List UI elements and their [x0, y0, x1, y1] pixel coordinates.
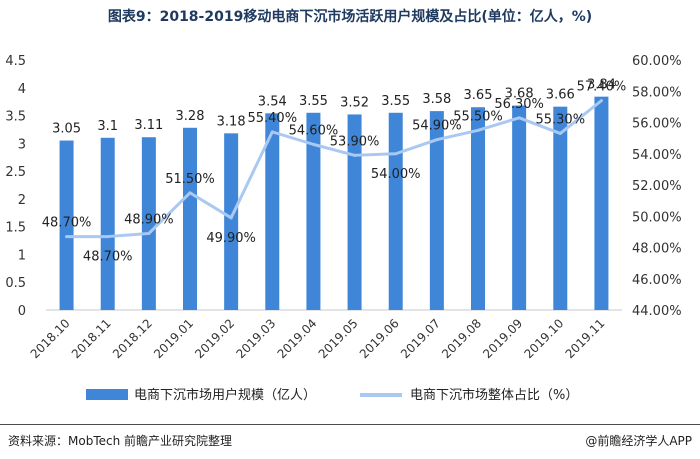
bar-2018.10 [59, 140, 74, 310]
bar-value-label: 3.68 [505, 87, 534, 102]
line-series [66, 99, 603, 239]
line-value-label: 55.30% [535, 112, 585, 127]
legend-swatch-bar [86, 389, 128, 400]
line-value-label: 56.30% [494, 97, 544, 112]
line-value-label: 55.50% [453, 109, 503, 124]
y-left-tick-label: 3 [18, 137, 26, 152]
line-value-label: 48.70% [42, 216, 92, 231]
bar-2019.01 [183, 127, 197, 311]
y-right-tick-label: 46.00% [632, 273, 682, 288]
y-left-tick-label: 0 [18, 304, 26, 319]
bar-value-label: 3.55 [381, 94, 410, 109]
x-tick-label: 2019.09 [480, 316, 525, 361]
legend-label-line: 电商下沉市场整体占比（%） [410, 387, 578, 403]
y-right-tick-label: 52.00% [632, 179, 682, 194]
y-right-tick-label: 56.00% [632, 117, 682, 132]
bar-2019.02 [224, 133, 239, 310]
line-point-2018.12 [147, 231, 151, 235]
x-tick-label: 2019.08 [439, 316, 484, 361]
bar-value-label: 3.58 [422, 92, 451, 107]
y-left-tick-label: 3.5 [5, 110, 26, 125]
bar-2019.05 [347, 114, 362, 310]
line-point-2019.10 [558, 131, 562, 135]
x-tick-label: 2019.01 [151, 316, 196, 361]
x-tick-label: 2019.07 [398, 316, 443, 361]
x-tick-label: 2019.05 [316, 316, 361, 361]
bar-value-label: 3.18 [217, 114, 246, 129]
line-point-2019.01 [188, 191, 192, 195]
x-tick-label: 2019.02 [192, 316, 237, 361]
line-value-label: 57.40% [577, 80, 627, 95]
legend-label-bar: 电商下沉市场用户规模（亿人） [134, 387, 316, 403]
bar-2019.06 [388, 112, 403, 311]
y-left-tick-label: 2.5 [5, 165, 26, 180]
y-left-tick-label: 0.5 [5, 276, 26, 291]
line-point-2019.07 [435, 138, 439, 142]
bar-value-label: 3.11 [134, 118, 163, 133]
x-tick-label: 2019.10 [521, 316, 566, 361]
chart-title: 图表9：2018-2019移动电商下沉市场活跃用户规模及占比(单位：亿人，%) [107, 9, 593, 25]
bar-value-label: 3.65 [464, 88, 493, 103]
divider [0, 424, 700, 425]
y-right-tick-label: 44.00% [632, 304, 682, 319]
y-left-tick-label: 1.5 [5, 221, 26, 236]
line-value-label: 51.50% [165, 172, 215, 187]
y-right-tick-label: 54.00% [632, 148, 682, 163]
line-value-label: 54.00% [371, 167, 421, 182]
line-value-label: 48.90% [124, 212, 174, 227]
line-value-label: 49.90% [206, 231, 256, 246]
bar-2019.04 [306, 112, 321, 311]
line-value-label: 53.90% [330, 134, 380, 149]
bar-2019.10 [553, 106, 568, 311]
bar-2018.12 [141, 137, 156, 310]
line-value-label: 48.70% [83, 250, 133, 265]
line-value-label: 55.40% [247, 111, 297, 126]
y-left-tick-label: 4.5 [5, 54, 26, 69]
x-tick-label: 2018.10 [28, 316, 73, 361]
line-point-2019.06 [394, 152, 398, 156]
bar-value-label: 3.28 [176, 109, 205, 124]
line-point-2019.11 [599, 99, 603, 103]
y-left-tick-label: 1 [18, 248, 26, 263]
y-left-tick-label: 2 [18, 193, 26, 208]
bar-value-label: 3.66 [546, 88, 575, 103]
x-tick-label: 2019.11 [563, 316, 608, 361]
x-tick-label: 2019.06 [357, 316, 402, 361]
y-right-tick-label: 48.00% [632, 242, 682, 257]
bar-value-label: 3.55 [299, 94, 328, 109]
line-value-label: 54.90% [412, 119, 462, 134]
credit-note: @前瞻经济学人APP [585, 434, 692, 448]
line-point-2019.05 [353, 153, 357, 157]
chart-svg: 00.511.522.533.544.544.00%46.00%48.00%50… [5, 54, 682, 403]
bar-2019.07 [429, 111, 444, 310]
bar-value-label: 3.1 [97, 119, 118, 134]
y-right-tick-label: 58.00% [632, 85, 682, 100]
line-value-label: 54.60% [289, 123, 339, 138]
bar-2019.11 [594, 96, 609, 311]
bar-value-label: 3.54 [258, 94, 287, 109]
line-point-2019.03 [270, 130, 274, 134]
bar-2019.03 [265, 113, 280, 310]
line-point-2019.04 [311, 142, 315, 146]
line-point-2019.08 [476, 128, 480, 132]
x-tick-label: 2019.04 [275, 316, 320, 361]
y-right-tick-label: 60.00% [632, 54, 682, 69]
x-tick-label: 2018.11 [69, 316, 114, 361]
line-point-2018.11 [106, 235, 110, 239]
line-point-2019.02 [229, 216, 233, 220]
bar-2019.08 [471, 107, 485, 310]
y-right-tick-label: 50.00% [632, 210, 682, 225]
source-note: 资料来源：MobTech 前瞻产业研究院整理 [8, 434, 233, 448]
x-tick-label: 2018.12 [110, 316, 155, 361]
line-point-2019.09 [517, 116, 521, 120]
bar-value-label: 3.52 [340, 95, 369, 110]
bar-value-label: 3.05 [52, 122, 81, 137]
bar-value-label: 3.84 [587, 78, 616, 93]
x-tick-label: 2019.03 [233, 316, 278, 361]
line-point-2018.10 [65, 235, 69, 239]
bar-2019.09 [512, 105, 527, 310]
y-left-tick-label: 4 [18, 82, 26, 97]
bar-2018.11 [100, 137, 115, 310]
